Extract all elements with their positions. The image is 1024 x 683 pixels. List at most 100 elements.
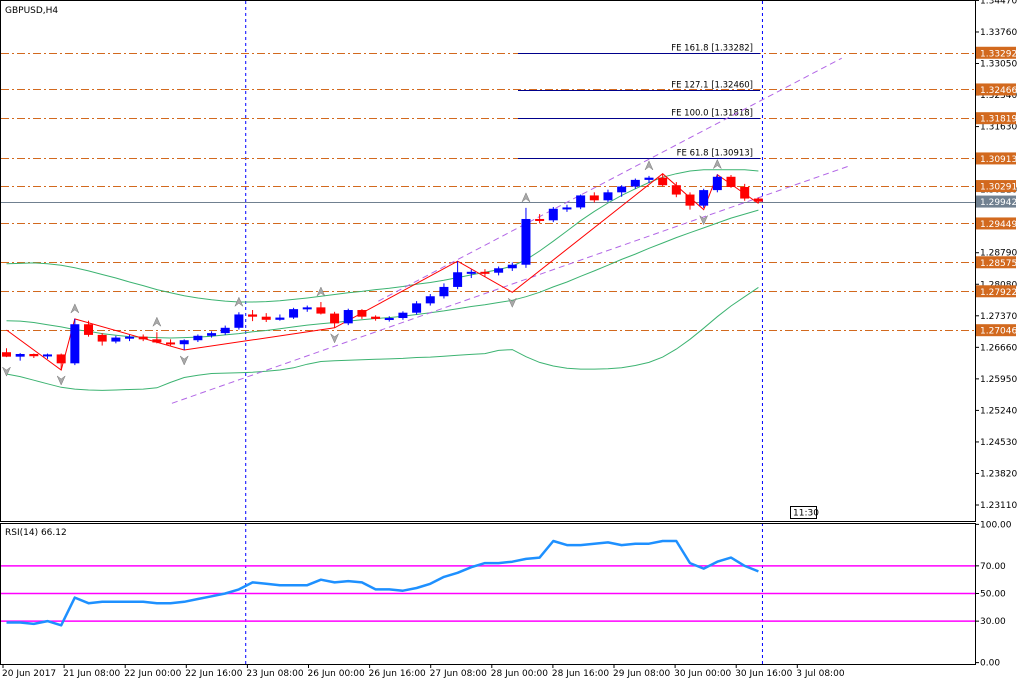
candle-body [2,352,11,357]
fractal-down-marker [179,355,189,366]
candle-body [193,335,203,341]
candle-body [535,218,545,221]
candle [644,175,654,183]
price-tick-label: 1.23110 [980,501,1017,511]
time-tick-label: 26 Jun 00:00 [308,669,365,679]
candle-body [412,303,422,313]
candle-body [357,310,367,317]
fractal-down-marker [699,214,709,226]
price-tick-label: 1.33050 [980,60,1017,70]
fe-label: FE 61.8 [1.30913] [677,149,753,159]
candle [29,353,39,358]
candle-body [712,176,722,191]
rsi-tick-label: 100.00 [980,520,1012,530]
badge-bg [976,152,1016,165]
candle-body [29,353,39,357]
candle [398,311,408,320]
candle [425,294,435,306]
trend-channel [171,57,851,404]
fe-label: FE 100.0 [1.31818] [671,109,753,119]
level-price-badge: 1.30913 [976,152,1017,165]
price-tick-label: 1.25950 [980,375,1017,385]
rsi-tick-label: 0.00 [980,659,1000,669]
badge-label: 1.30913 [980,155,1017,165]
candle [507,262,517,271]
candle-body [658,177,668,186]
badge-label: 1.29449 [980,220,1017,230]
badge-label: 1.27922 [980,288,1017,298]
candle [111,335,121,344]
candle [302,305,312,312]
price-axis: 1.34470 1.33760 1.33050 1.32340 1.31630 1.302… [975,0,1017,511]
time-tick-label: 21 Jun 08:00 [63,669,120,679]
candle [316,302,326,315]
rsi-tick-label: 70.00 [980,562,1006,572]
candle-body [589,195,599,201]
price-tick-label: 1.28080 [980,280,1017,290]
candle [685,192,695,210]
price-tick-label: 1.26660 [980,343,1017,353]
level-price-badge: 1.27922 [976,285,1017,298]
badge-bg [976,256,1016,269]
fractal-down-marker [1,366,12,377]
badge-label: 1.32466 [980,86,1017,96]
candle-body [494,268,504,273]
candle-body [671,185,681,195]
candle-body [152,339,162,343]
badge-bg [976,180,1016,193]
candle-body [70,324,80,364]
candle [671,182,681,198]
price-tick-label: 1.27370 [980,312,1017,322]
candle-body [603,192,613,201]
candle [234,312,244,330]
badge-label: 1.30291 [980,183,1017,193]
candle [56,353,66,370]
candle [125,334,135,342]
badge-bg [976,324,1016,337]
time-tick-label: 27 Jun 08:00 [430,669,487,679]
level-price-badge: 1.32466 [976,83,1017,96]
candle [630,178,640,189]
rsi-line [6,539,759,627]
candle-body [466,271,476,274]
candle-body [740,186,750,199]
candle [179,339,189,350]
channel-line [378,57,842,302]
candle [2,348,11,358]
time-tick-label: 28 Jun 16:00 [552,669,609,679]
candle-body [15,353,25,357]
fe-label: FE 127.1 [1.32460] [671,81,753,91]
badge-label: 1.27046 [980,327,1017,337]
price-tick-label: 1.32340 [980,91,1017,101]
level-price-badge: 1.28575 [976,256,1017,269]
badge-bg [976,83,1016,96]
time-tag-label: 11:30 [793,509,819,519]
candle-body [56,354,66,364]
candle [84,320,94,337]
badge-bg [976,46,1016,59]
candle-body [384,318,394,321]
candle [453,261,463,290]
time-tag: 11:30 [790,506,819,519]
level-price-badge: 1.33292 [976,46,1017,59]
rsi-panel: 100.00 70.00 50.00 30.00 0.00 [1,520,1012,669]
fractal-up-marker [644,160,654,171]
candle-body [562,207,572,210]
candle-body [453,272,463,287]
badge-label: 1.31819 [980,115,1017,125]
candle [261,313,271,323]
level-price-badge: 1.31819 [976,112,1017,125]
level-price-badge: 1.30291 [976,180,1017,193]
price-badges: 1.33292 1.32466 1.31819 1.30913 1.30291 1.299… [976,46,1017,337]
candle-body [97,334,107,342]
time-tick-label: 30 Jun 16:00 [735,669,792,679]
candle [617,185,627,197]
candle-body [316,307,326,314]
fractals [1,158,722,386]
candle [562,204,572,212]
candle [289,307,299,319]
candle [220,325,230,335]
candle [521,207,531,268]
fe-label: FE 161.8 [1.33282] [671,44,753,54]
time-tick-label: 29 Jun 08:00 [613,669,670,679]
